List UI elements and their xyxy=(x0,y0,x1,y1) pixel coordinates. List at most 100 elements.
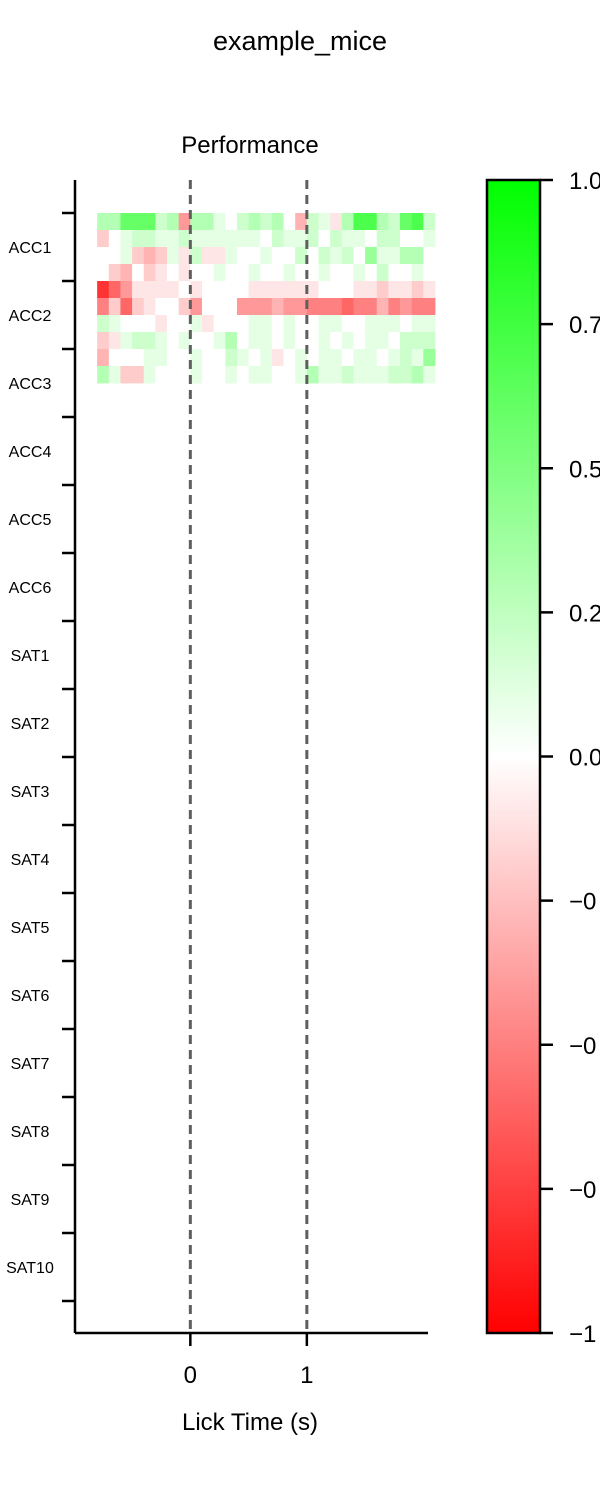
heatmap-cell xyxy=(365,349,378,367)
heatmap-cell xyxy=(400,247,413,265)
colorbar-tick-label: −1 xyxy=(569,1321,596,1348)
heatmap-cell xyxy=(236,298,249,316)
heatmap-cell xyxy=(132,366,145,384)
heatmap-cell xyxy=(295,349,308,367)
heatmap-cell xyxy=(411,281,424,299)
heatmap-cell xyxy=(178,298,191,316)
heatmap-cell xyxy=(213,264,226,282)
heatmap-cell xyxy=(295,366,308,384)
heatmap-cell xyxy=(248,281,261,299)
heatmap-cell xyxy=(178,366,191,384)
heatmap-cell xyxy=(283,315,296,333)
heatmap-cell xyxy=(201,247,215,265)
heatmap-cell xyxy=(353,247,366,265)
heatmap-cell xyxy=(365,281,378,299)
heatmap-cell xyxy=(400,349,413,367)
heatmap-cell xyxy=(225,349,238,367)
heatmap-cell xyxy=(376,230,389,248)
heatmap-cell xyxy=(143,230,156,248)
y-tick-label: SAT5 xyxy=(11,920,50,937)
heatmap-cell xyxy=(155,315,168,333)
heatmap-cell xyxy=(353,264,366,282)
heatmap-cell xyxy=(120,349,133,367)
heatmap-cell xyxy=(201,264,215,282)
heatmap-cell xyxy=(376,247,389,265)
heatmap-cell xyxy=(201,315,215,333)
heatmap-cell xyxy=(213,230,226,248)
heatmap-cell xyxy=(143,213,156,231)
y-tick-label: ACC2 xyxy=(9,308,52,325)
heatmap-cell xyxy=(388,349,401,367)
heatmap-cell xyxy=(295,281,308,299)
heatmap-cell xyxy=(178,213,191,231)
heatmap-cell xyxy=(190,230,203,248)
heatmap-cell xyxy=(236,366,249,384)
heatmap-cell xyxy=(120,247,133,265)
heatmap-cell xyxy=(167,349,180,367)
heatmap-cell xyxy=(178,281,191,299)
x-axis-label: Lick Time (s) xyxy=(182,1409,318,1436)
heatmap-cell xyxy=(190,298,203,316)
heatmap-cell xyxy=(411,366,424,384)
heatmap-cell xyxy=(318,366,331,384)
heatmap-cell xyxy=(178,349,191,367)
heatmap-cell xyxy=(271,366,284,384)
heatmap-cell xyxy=(423,298,436,316)
heatmap-cell xyxy=(236,315,249,333)
heatmap-cell xyxy=(120,332,133,350)
heatmap-cell xyxy=(411,298,424,316)
heatmap-cell xyxy=(388,281,401,299)
heatmap-cell xyxy=(295,213,308,231)
heatmap-cell xyxy=(353,315,366,333)
heatmap-cell xyxy=(318,332,331,350)
heatmap-cell xyxy=(341,264,354,282)
heatmap-cell xyxy=(283,298,296,316)
heatmap-cell xyxy=(190,366,203,384)
heatmap-cell xyxy=(306,366,319,384)
heatmap-cell xyxy=(330,281,343,299)
heatmap-cell xyxy=(190,264,203,282)
heatmap-cell xyxy=(283,247,296,265)
heatmap-cell xyxy=(318,315,331,333)
heatmap-cell xyxy=(260,264,273,282)
heatmap-cell xyxy=(167,247,180,265)
heatmap-cell xyxy=(295,332,308,350)
heatmap-cell xyxy=(306,281,319,299)
colorbar-tick-label: 0.0 xyxy=(569,745,600,772)
heatmap-cell xyxy=(213,366,226,384)
heatmap-cell xyxy=(341,349,354,367)
heatmap-cell xyxy=(306,213,319,231)
heatmap-cell xyxy=(388,315,401,333)
heatmap-cell xyxy=(155,281,168,299)
heatmap-cell xyxy=(341,247,354,265)
heatmap-cell xyxy=(260,247,273,265)
heatmap-cell xyxy=(260,298,273,316)
x-tick-label: 0 xyxy=(184,1362,197,1389)
heatmap-cell xyxy=(236,332,249,350)
heatmap-cell xyxy=(295,315,308,333)
heatmap-cell xyxy=(155,298,168,316)
y-tick-label: SAT10 xyxy=(6,1260,54,1277)
heatmap-cell xyxy=(341,281,354,299)
heatmap-cell xyxy=(306,230,319,248)
heatmap-cell xyxy=(108,247,121,265)
heatmap-cell xyxy=(225,332,238,350)
y-tick-label: SAT7 xyxy=(11,1056,50,1073)
heatmap-cell xyxy=(236,213,249,231)
heatmap-cell xyxy=(190,315,203,333)
heatmap-cell xyxy=(97,298,110,316)
y-tick-label: SAT1 xyxy=(11,648,50,665)
heatmap-cell xyxy=(225,315,238,333)
heatmap-cell xyxy=(400,315,413,333)
heatmap-cell xyxy=(353,349,366,367)
heatmap-cell xyxy=(306,264,319,282)
heatmap-cell xyxy=(365,366,378,384)
heatmap-cell xyxy=(318,213,331,231)
heatmap-cell xyxy=(120,298,133,316)
heatmap-cell xyxy=(376,332,389,350)
heatmap-cell xyxy=(400,230,413,248)
heatmap-cell xyxy=(341,230,354,248)
heatmap-cell xyxy=(201,281,215,299)
y-tick-label: SAT3 xyxy=(11,784,50,801)
heatmap-cell xyxy=(260,332,273,350)
